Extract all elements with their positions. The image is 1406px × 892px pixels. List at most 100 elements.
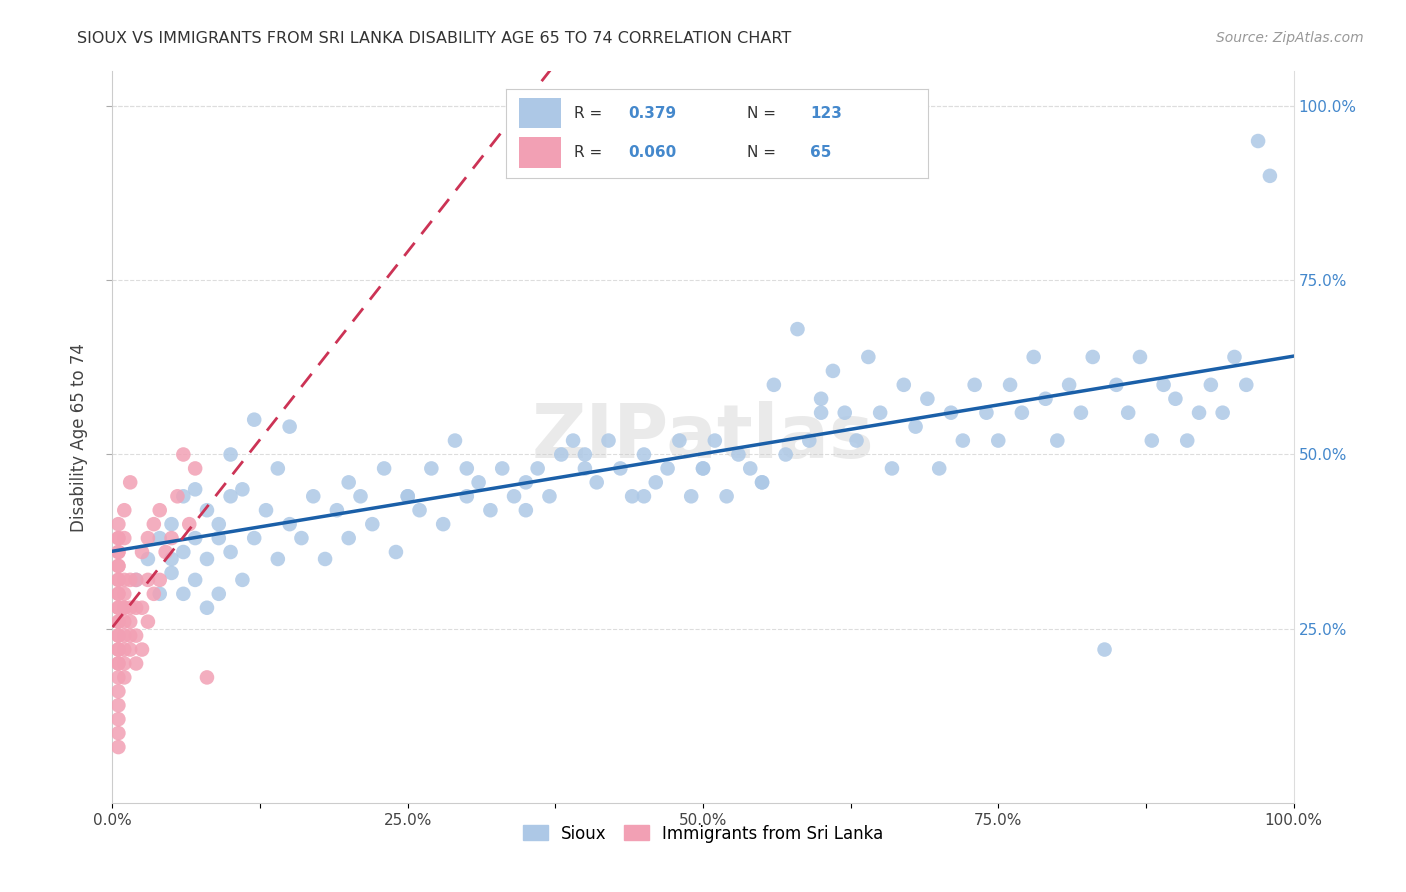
Point	[112, 642, 135, 657]
Point	[131, 600, 153, 615]
Point	[845, 434, 868, 448]
Point	[195, 600, 218, 615]
Point	[491, 461, 513, 475]
Point	[904, 419, 927, 434]
Point	[184, 573, 207, 587]
Point	[184, 483, 207, 497]
FancyBboxPatch shape	[519, 98, 561, 128]
Point	[1199, 377, 1222, 392]
Point	[644, 475, 666, 490]
Point	[195, 552, 218, 566]
Point	[1105, 377, 1128, 392]
Point	[107, 615, 129, 629]
Text: R =: R =	[574, 145, 607, 160]
Point	[107, 600, 129, 615]
Point	[131, 642, 153, 657]
Point	[120, 615, 142, 629]
Point	[107, 642, 129, 657]
Point	[574, 461, 596, 475]
Point	[278, 517, 301, 532]
Point	[155, 545, 177, 559]
Point	[107, 698, 129, 713]
Point	[107, 573, 129, 587]
Point	[681, 489, 703, 503]
FancyBboxPatch shape	[519, 137, 561, 168]
Point	[503, 489, 526, 503]
Text: 65: 65	[810, 145, 831, 160]
Point	[703, 434, 725, 448]
Point	[219, 545, 242, 559]
Point	[142, 517, 165, 532]
Point	[219, 489, 242, 503]
Point	[633, 448, 655, 462]
Point	[120, 642, 142, 657]
Point	[112, 600, 135, 615]
Point	[1081, 350, 1104, 364]
Point	[361, 517, 384, 532]
Point	[107, 642, 129, 657]
Point	[112, 531, 135, 545]
Point	[302, 489, 325, 503]
Point	[107, 587, 129, 601]
Point	[1223, 350, 1246, 364]
Point	[107, 615, 129, 629]
Point	[1116, 406, 1139, 420]
Point	[621, 489, 644, 503]
Point	[195, 670, 218, 684]
Point	[657, 461, 679, 475]
Point	[112, 600, 135, 615]
Point	[963, 377, 986, 392]
Point	[337, 531, 360, 545]
Point	[408, 503, 430, 517]
Point	[125, 573, 148, 587]
Point	[456, 489, 478, 503]
Point	[821, 364, 844, 378]
Point	[254, 503, 277, 517]
Point	[1094, 642, 1116, 657]
Point	[120, 600, 142, 615]
Point	[179, 517, 201, 532]
Point	[337, 475, 360, 490]
Point	[267, 552, 290, 566]
Point	[385, 545, 408, 559]
Point	[1175, 434, 1198, 448]
Point	[456, 461, 478, 475]
Point	[172, 448, 194, 462]
Point	[142, 587, 165, 601]
Point	[574, 448, 596, 462]
Point	[208, 517, 231, 532]
Point	[716, 489, 738, 503]
Point	[987, 434, 1010, 448]
Point	[107, 629, 129, 643]
Point	[349, 489, 371, 503]
Point	[810, 392, 832, 406]
Text: 0.379: 0.379	[628, 106, 676, 120]
Point	[107, 629, 129, 643]
Point	[373, 461, 395, 475]
Point	[762, 377, 785, 392]
Point	[515, 503, 537, 517]
Text: 0.060: 0.060	[628, 145, 676, 160]
Point	[172, 489, 194, 503]
Point	[160, 552, 183, 566]
Point	[149, 503, 172, 517]
Point	[692, 461, 714, 475]
Point	[172, 587, 194, 601]
Point	[775, 448, 797, 462]
Point	[880, 461, 903, 475]
Point	[314, 552, 336, 566]
Point	[479, 503, 502, 517]
Point	[526, 461, 548, 475]
Point	[1022, 350, 1045, 364]
Point	[243, 412, 266, 426]
Point	[467, 475, 489, 490]
Point	[609, 461, 631, 475]
Point	[444, 434, 467, 448]
Point	[740, 461, 762, 475]
Point	[1057, 377, 1080, 392]
Point	[107, 726, 129, 740]
Point	[326, 503, 349, 517]
Point	[125, 600, 148, 615]
Point	[184, 461, 207, 475]
Point	[1046, 434, 1069, 448]
